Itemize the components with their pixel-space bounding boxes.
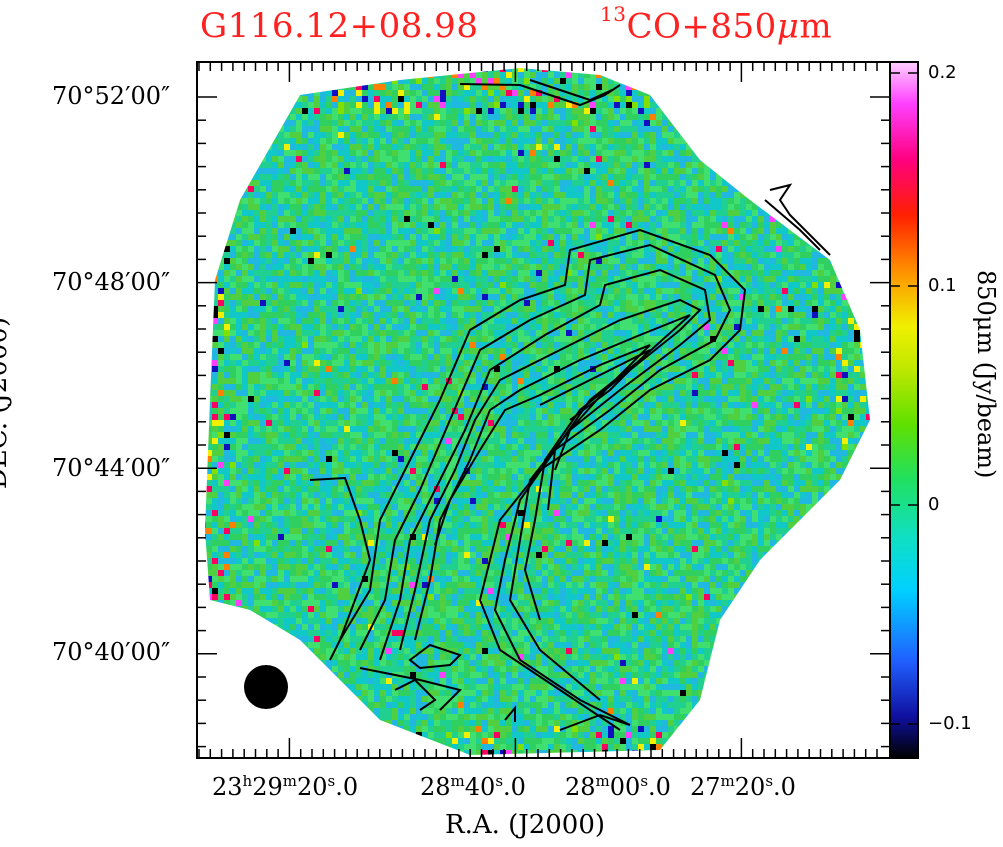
filled-circle-beam xyxy=(244,665,288,709)
ytick-label: 70°40′00″ xyxy=(52,638,171,666)
isotope-superscript: 13 xyxy=(600,2,627,26)
colorbar xyxy=(889,61,919,759)
contours xyxy=(309,79,831,731)
contour-5 xyxy=(414,314,691,641)
contour-bottom-2 xyxy=(359,667,462,711)
contour-1 xyxy=(339,228,747,731)
source-title: G116.12+08.98 xyxy=(200,6,479,46)
contour-bottom-4 xyxy=(504,705,516,722)
xtick-label: 28m00s.0 xyxy=(565,772,671,801)
contour-top-2 xyxy=(529,79,613,102)
contour-right-2 xyxy=(764,199,821,251)
colorbar-title: 850μm (Jy/beam) xyxy=(972,270,1000,479)
contour-2 xyxy=(359,243,732,726)
tracer-label: CO+850 xyxy=(626,6,777,47)
y-axis-title: DEC. (J2000) xyxy=(0,316,14,490)
contour-bottom-3 xyxy=(394,678,437,711)
xtick-label: 27m20s.0 xyxy=(690,772,796,801)
colorbar-tick-label: 0.1 xyxy=(928,275,957,296)
contour-6 xyxy=(434,344,651,546)
x-axis-title: R.A. (J2000) xyxy=(445,810,606,840)
mu-symbol: μ xyxy=(776,6,800,47)
tracer-title: 13CO+850μm xyxy=(600,2,833,47)
contour-7 xyxy=(539,349,651,421)
contour-3 xyxy=(379,268,712,701)
colorbar-tick-label: −0.1 xyxy=(928,713,972,734)
contour-4 xyxy=(399,298,702,651)
unit-label: m xyxy=(799,6,833,47)
colorbar-tick-label: 0 xyxy=(928,494,940,515)
contour-right xyxy=(769,183,831,256)
contour-bottom-5 xyxy=(559,713,631,731)
map-image xyxy=(205,68,870,755)
colorbar-ticks xyxy=(890,72,918,725)
contour-bottom-1 xyxy=(408,643,462,670)
axis-ticks xyxy=(197,62,890,758)
ytick-label: 70°52′00″ xyxy=(52,82,171,110)
ytick-label: 70°48′00″ xyxy=(52,268,171,296)
ytick-label: 70°44′00″ xyxy=(52,454,171,482)
xtick-label: 23h29m20s.0 xyxy=(212,772,359,801)
colorbar-tick-label: 0.2 xyxy=(928,62,957,83)
xtick-label: 28m40s.0 xyxy=(420,772,526,801)
